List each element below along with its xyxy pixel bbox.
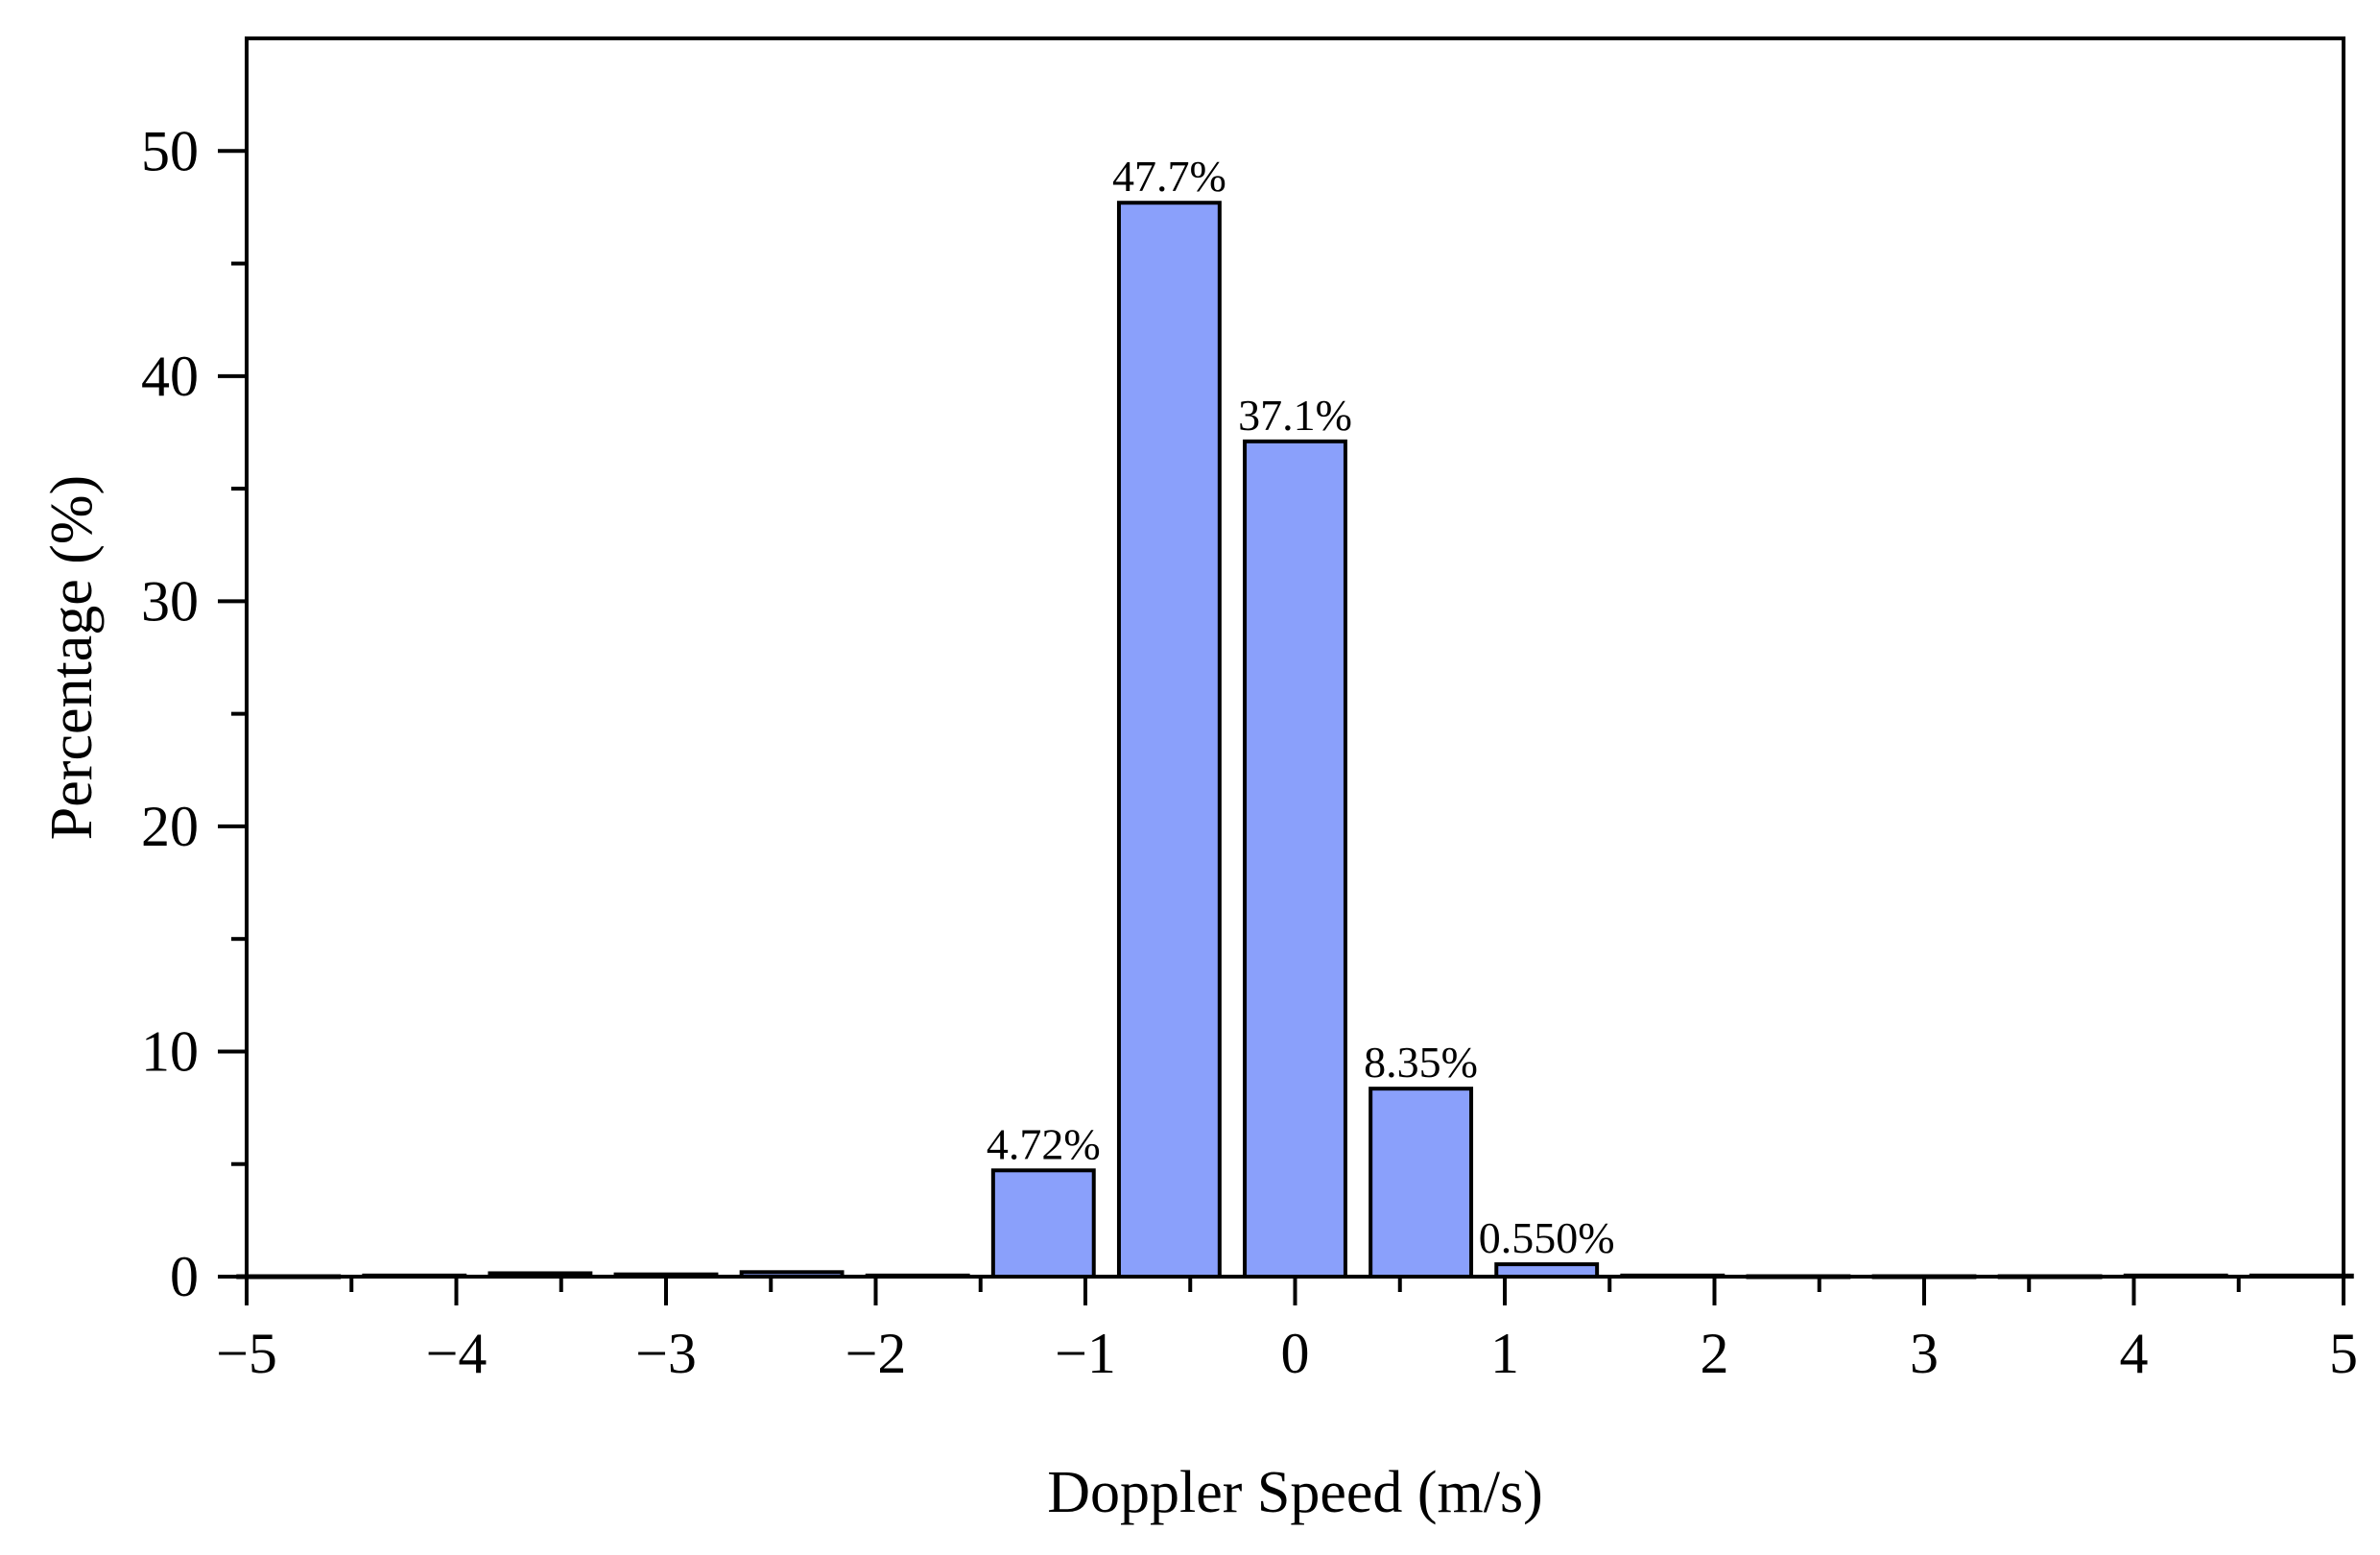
y-tick-label: 20	[141, 795, 199, 858]
y-tick-label: 50	[141, 119, 199, 182]
bar	[1243, 439, 1347, 1279]
bar-data-label: 47.7%	[1112, 152, 1226, 201]
bar-data-label: 0.550%	[1479, 1213, 1615, 1262]
x-tick-label: 0	[1281, 1322, 1310, 1385]
bar-data-label: 37.1%	[1238, 391, 1352, 440]
bar-data-label: 8.35%	[1364, 1038, 1478, 1087]
x-tick-label: −4	[426, 1322, 488, 1385]
y-tick-label: 40	[141, 345, 199, 408]
x-tick-label: 4	[2120, 1322, 2149, 1385]
data-labels-layer: 4.72% 47.7% 37.1% 8.35% 0.550%	[987, 152, 1615, 1262]
bar	[1116, 201, 1222, 1280]
x-tick-label: 3	[1910, 1322, 1939, 1385]
y-axis-title: Percentage (%)	[39, 475, 105, 840]
bar-data-label: 4.72%	[987, 1119, 1101, 1168]
x-tick-label: −3	[635, 1322, 697, 1385]
bars-layer	[236, 201, 2354, 1280]
y-tick-label: 10	[141, 1019, 199, 1083]
y-tick-label: 30	[141, 569, 199, 633]
x-tick-label: −5	[216, 1322, 277, 1385]
y-tick-label: 0	[170, 1245, 199, 1308]
y-axis: 0 10 20 30 40 50	[141, 119, 247, 1308]
x-tick-label: −2	[845, 1322, 907, 1385]
x-tick-label: −1	[1055, 1322, 1116, 1385]
x-axis: −5 −4 −3 −2 −1 0 1 2 3 4 5	[216, 1277, 2358, 1385]
bar	[990, 1168, 1096, 1280]
x-tick-label: 2	[1701, 1322, 1729, 1385]
bar	[1368, 1087, 1474, 1279]
x-axis-title: Doppler Speed (m/s)	[1047, 1460, 1543, 1525]
x-tick-label: 5	[2329, 1322, 2358, 1385]
x-tick-label: 1	[1490, 1322, 1519, 1385]
